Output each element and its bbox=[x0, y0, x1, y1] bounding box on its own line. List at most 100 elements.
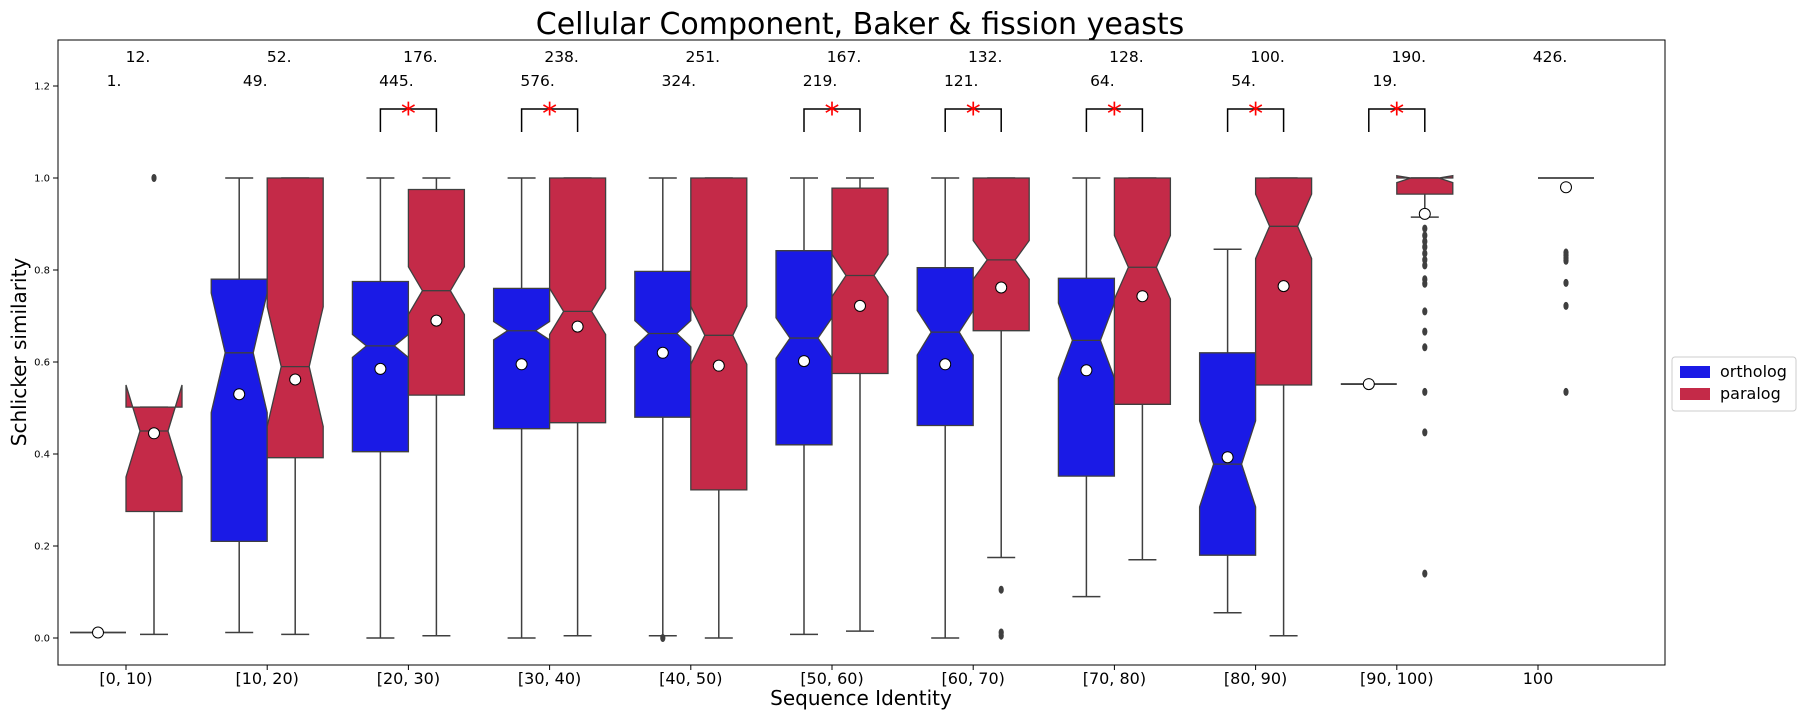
count-label: 426. bbox=[1533, 48, 1568, 66]
outlier-point bbox=[1422, 237, 1428, 246]
box-ortholog bbox=[634, 177, 692, 642]
outlier-point bbox=[660, 634, 666, 642]
significance-star: * bbox=[825, 97, 840, 132]
mean-marker bbox=[515, 358, 528, 371]
box-paralog bbox=[125, 174, 183, 636]
y-tick-label: 0.6 bbox=[34, 358, 50, 369]
box-body bbox=[1396, 174, 1454, 195]
outlier-point bbox=[1422, 224, 1428, 233]
mean-marker bbox=[656, 346, 669, 359]
legend-swatch-ortholog bbox=[1680, 366, 1710, 378]
box-ortholog bbox=[916, 177, 974, 639]
count-label: 167. bbox=[827, 48, 862, 66]
outlier-point bbox=[1422, 387, 1428, 396]
mean-marker bbox=[92, 626, 104, 639]
mean-marker bbox=[995, 281, 1008, 294]
box-ortholog bbox=[70, 626, 126, 639]
box-ortholog bbox=[775, 177, 833, 636]
count-label: 52. bbox=[267, 48, 292, 66]
box-body bbox=[690, 177, 748, 491]
significance-bracket bbox=[1368, 108, 1426, 132]
count-label: 251. bbox=[686, 48, 721, 66]
y-axis-label: Schlicker similarity bbox=[7, 258, 31, 447]
box-ortholog bbox=[351, 177, 410, 639]
box-body bbox=[407, 188, 466, 396]
chart-title: Cellular Component, Baker & fission yeas… bbox=[536, 7, 1184, 42]
significance-star: * bbox=[542, 97, 557, 132]
box-paralog bbox=[1254, 177, 1313, 637]
box-ortholog bbox=[1057, 177, 1116, 598]
mean-marker bbox=[1277, 280, 1290, 293]
y-tick-label: 0.2 bbox=[34, 542, 50, 553]
x-tick-label: [30, 40) bbox=[518, 669, 581, 688]
outlier-point bbox=[1422, 307, 1428, 316]
outlier-point bbox=[1422, 279, 1428, 288]
count-labels: 1. 49. 445. 576. 324. 219. 121. 64. 54. 19. 12. 52.… bbox=[107, 48, 1568, 90]
y-tick-label: 0.0 bbox=[34, 634, 50, 645]
count-label: 54. bbox=[1231, 72, 1256, 90]
x-tick-label: [20, 30) bbox=[377, 669, 440, 688]
significance-star: * bbox=[401, 97, 416, 132]
x-tick-label: [50, 60) bbox=[800, 669, 863, 688]
y-axis: 0.0 0.2 0.4 0.6 0.8 1.0 1.2 bbox=[34, 82, 58, 645]
box-body bbox=[775, 250, 833, 446]
mean-marker bbox=[148, 427, 160, 440]
significance-bracket bbox=[1226, 108, 1285, 132]
box-body bbox=[972, 177, 1030, 332]
mean-marker bbox=[854, 299, 866, 312]
y-tick-label: 0.4 bbox=[34, 450, 50, 461]
count-label: 100. bbox=[1250, 48, 1285, 66]
legend-label-ortholog: ortholog bbox=[1720, 362, 1787, 381]
significance-bracket bbox=[520, 108, 579, 132]
outlier-point bbox=[1563, 278, 1569, 287]
count-label: 19. bbox=[1372, 72, 1397, 90]
box-body bbox=[210, 278, 268, 543]
x-tick-label: [0, 10) bbox=[99, 669, 152, 688]
box-body bbox=[266, 177, 324, 459]
y-tick-label: 1.2 bbox=[34, 82, 50, 93]
significance-star: * bbox=[1248, 97, 1263, 132]
mean-marker bbox=[374, 362, 387, 375]
mean-marker bbox=[289, 373, 302, 386]
box-paralog bbox=[690, 177, 748, 639]
box-series bbox=[70, 174, 1594, 642]
count-label: 238. bbox=[544, 48, 579, 66]
mean-marker bbox=[1080, 364, 1093, 377]
box-ortholog bbox=[210, 177, 268, 634]
significance-markers: * * * * * * * bbox=[379, 97, 1426, 132]
box-paralog bbox=[407, 177, 466, 637]
x-tick-label: [10, 20) bbox=[236, 669, 299, 688]
outlier-point bbox=[1563, 256, 1569, 265]
box-body bbox=[831, 187, 889, 375]
significance-bracket bbox=[803, 108, 861, 132]
x-axis: [0, 10) [10, 20) [20, 30) [30, 40) [40, 50) [… bbox=[99, 665, 1553, 688]
count-label: 128. bbox=[1109, 48, 1144, 66]
count-label: 12. bbox=[126, 48, 151, 66]
outlier-point bbox=[1422, 569, 1428, 578]
outlier-point bbox=[998, 585, 1004, 594]
mean-marker bbox=[233, 388, 246, 401]
outlier-point bbox=[998, 631, 1004, 640]
mean-marker bbox=[430, 314, 443, 327]
box-paralog bbox=[1113, 177, 1172, 561]
count-label: 1. bbox=[107, 72, 122, 90]
x-tick-label: [40, 50) bbox=[659, 669, 722, 688]
significance-bracket bbox=[379, 108, 438, 132]
x-tick-label: [70, 80) bbox=[1083, 669, 1146, 688]
outlier-point bbox=[151, 174, 157, 182]
outlier-point bbox=[1563, 301, 1569, 310]
count-label: 49. bbox=[243, 72, 268, 90]
mean-marker bbox=[1362, 378, 1375, 391]
outlier-point bbox=[1422, 231, 1428, 240]
x-tick-label: [80, 90) bbox=[1224, 669, 1287, 688]
box-paralog bbox=[548, 177, 607, 637]
legend: ortholog paralog bbox=[1671, 356, 1797, 412]
legend-swatch-paralog bbox=[1680, 388, 1710, 400]
outlier-point bbox=[1422, 327, 1428, 336]
box-paralog bbox=[972, 177, 1030, 640]
y-tick-label: 1.0 bbox=[34, 174, 50, 185]
significance-star: * bbox=[1389, 97, 1404, 132]
box-paralog bbox=[1396, 174, 1454, 578]
count-label: 121. bbox=[944, 72, 979, 90]
